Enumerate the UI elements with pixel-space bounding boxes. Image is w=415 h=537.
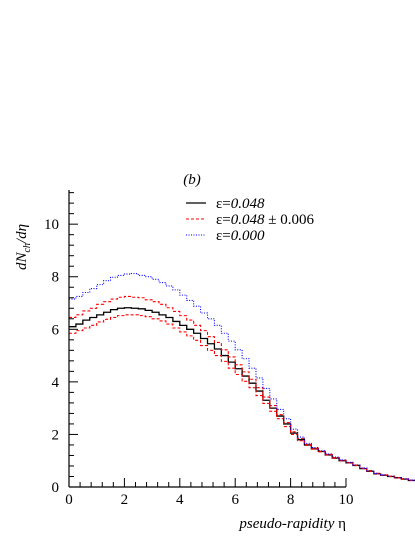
y-tick-label-4: 8 [52, 270, 60, 286]
series-line-2 [69, 314, 415, 481]
series-line-1 [69, 295, 415, 481]
series-layer [69, 273, 415, 482]
x-axis-title: pseudo-rapidity η [238, 516, 346, 532]
axes-layer [68, 190, 347, 488]
x-tick-label-3: 6 [231, 492, 239, 508]
legend-label-1: ε=0.048 ± 0.006 [216, 212, 314, 228]
y-axis-title: dNch/dη [14, 224, 33, 270]
x-tick-label-0: 0 [65, 492, 73, 508]
panel-label: (b) [183, 172, 201, 188]
series-line-0 [69, 307, 415, 482]
y-tick-label-2: 4 [52, 375, 60, 391]
y-tick-label-3: 6 [52, 322, 60, 338]
x-tick-label-5: 10 [339, 492, 354, 508]
x-tick-label-4: 8 [287, 492, 295, 508]
y-tick-label-5: 10 [44, 217, 59, 233]
y-tick-label-0: 0 [52, 480, 60, 496]
x-tick-label-1: 2 [121, 492, 129, 508]
legend-label-0: ε=0.048 [216, 196, 265, 212]
legend-label-2: ε=0.000 [216, 228, 265, 244]
series-line-3 [69, 273, 415, 481]
y-tick-label-1: 2 [52, 427, 60, 443]
text-layer: 0 2 4 6 8 10 0 2 4 6 8 10 (b) pseudo-rapidity η dNch/d… [14, 172, 354, 532]
x-tick-label-2: 4 [176, 492, 184, 508]
